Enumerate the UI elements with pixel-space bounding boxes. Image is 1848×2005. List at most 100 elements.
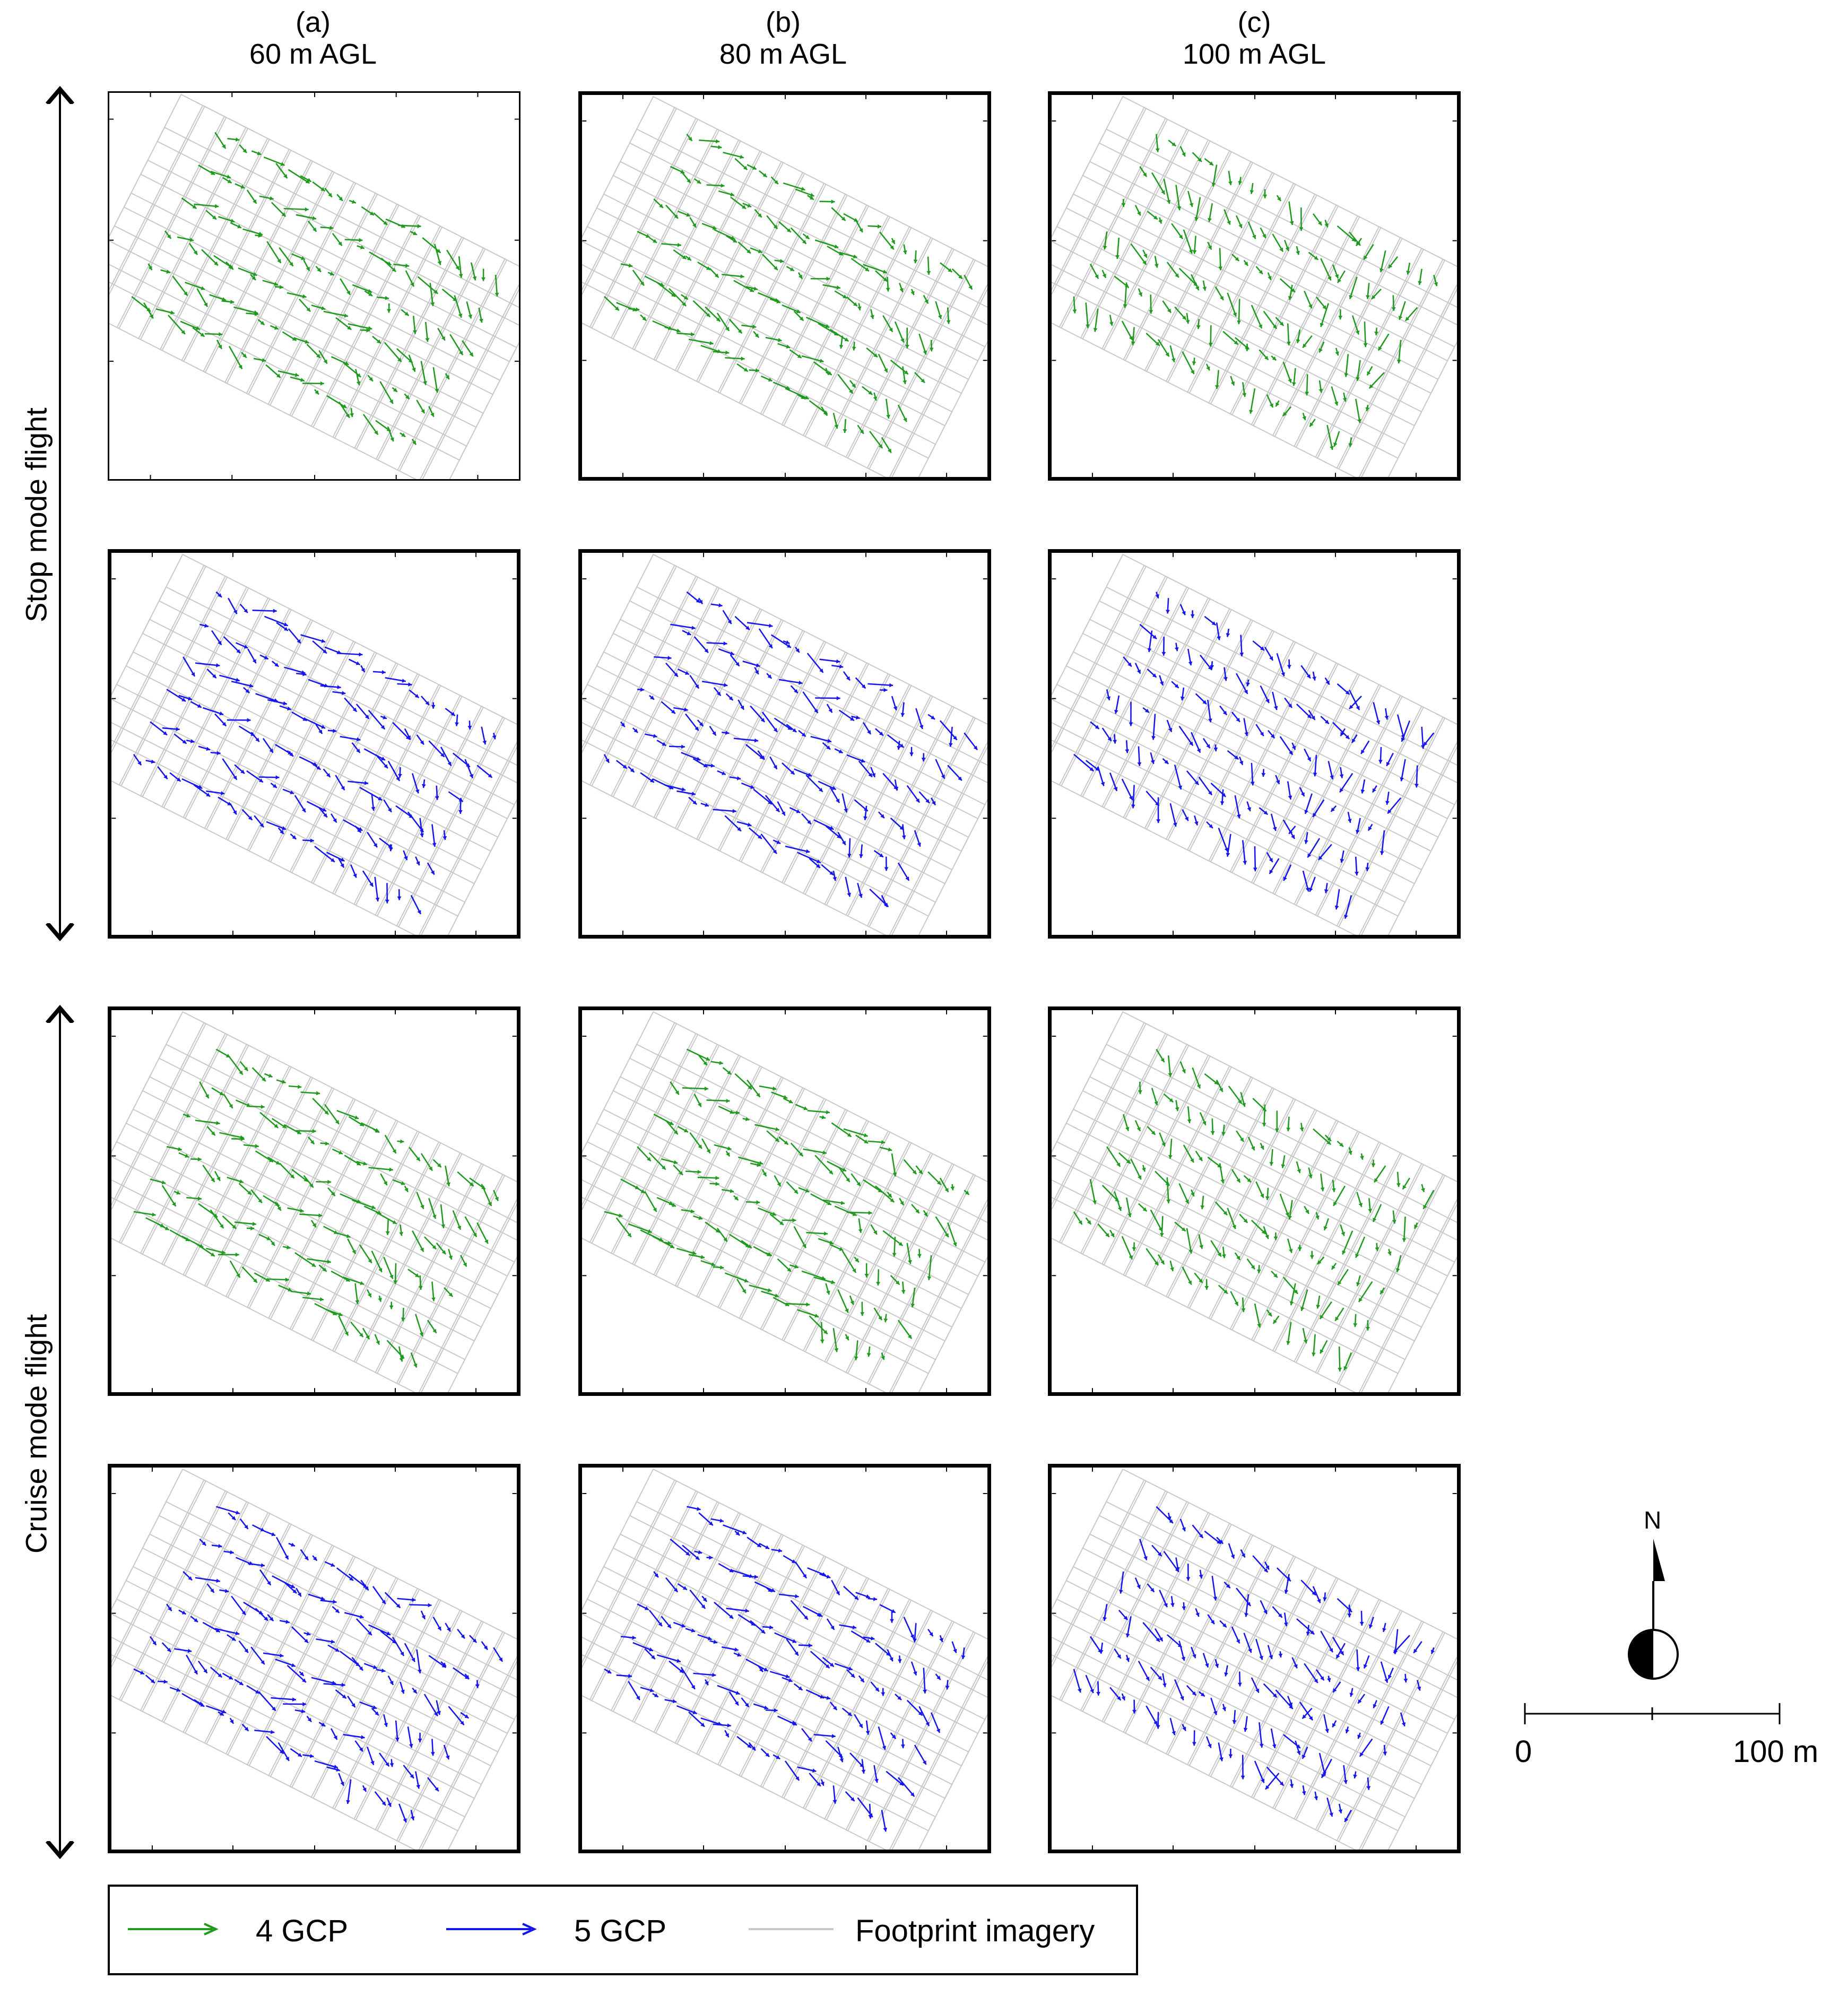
arrow-head (347, 325, 352, 330)
arrow-head (886, 414, 891, 419)
quiver-plot (1052, 1468, 1457, 1850)
displacement-arrow (1101, 1185, 1120, 1203)
arrow-head (261, 1105, 265, 1109)
arrow-head (381, 1600, 386, 1604)
arrow-head (829, 1662, 834, 1667)
arrow-head (211, 171, 215, 175)
arrow-head (1338, 279, 1342, 283)
arrow-head (1358, 1203, 1363, 1207)
arrow-head (754, 738, 759, 743)
arrow-head (323, 813, 327, 818)
legend-4gcp-label: 4 GCP (256, 1914, 349, 1948)
arrow-head (696, 598, 700, 603)
arrow-head (1323, 1226, 1328, 1230)
displacement-arrow (379, 381, 394, 404)
arrow-head (1307, 714, 1312, 718)
arrow-head (441, 336, 445, 341)
arrow-head (792, 1218, 796, 1222)
arrow-head (361, 1735, 365, 1740)
arrow-head (472, 1638, 477, 1643)
arrow-head (758, 213, 762, 218)
column-letter: (a) (296, 6, 331, 38)
arrow-head (783, 1095, 788, 1099)
arrow-head (1222, 710, 1227, 715)
arrow-head (829, 871, 834, 875)
arrow-head (893, 706, 898, 710)
displacement-arrow (1175, 185, 1181, 211)
arrow-head (472, 276, 477, 281)
displacement-arrow (294, 1252, 316, 1268)
arrow-head (193, 250, 198, 255)
arrow-head (809, 196, 814, 200)
arrow-head (1288, 296, 1292, 300)
arrow-head (1340, 732, 1344, 736)
arrow-head (938, 315, 942, 319)
arrow-head (667, 1241, 672, 1245)
displacement-arrow (1279, 1193, 1289, 1217)
arrow-head (825, 1664, 830, 1669)
arrow-head (730, 651, 734, 656)
arrow-head (1335, 351, 1339, 356)
arrow-head (775, 808, 780, 812)
arrow-head (380, 725, 385, 730)
arrow-head (1320, 1187, 1325, 1192)
arrow-head (212, 674, 216, 679)
panel-stop-4gcp-80m (578, 91, 991, 481)
arrow-head (801, 395, 805, 399)
arrow-head (1314, 1679, 1318, 1683)
displacement-arrow (412, 1230, 424, 1252)
arrow-head (1273, 1236, 1278, 1240)
arrow-head (1210, 1131, 1215, 1135)
arrow-head (1269, 656, 1273, 661)
arrow-head (752, 324, 757, 329)
arrow-head (318, 1213, 323, 1218)
arrow-head (150, 1679, 155, 1683)
arrow-head (285, 1757, 289, 1761)
arrow-head (303, 1177, 308, 1182)
displacement-arrow (1178, 725, 1194, 747)
arrow-head (1324, 223, 1329, 228)
arrow-head (1127, 662, 1132, 667)
arrow-head (251, 276, 256, 280)
arrow-head (359, 1615, 364, 1619)
arrow-head (262, 358, 266, 362)
arrow-head (1292, 382, 1296, 386)
arrow-head (915, 798, 920, 803)
arrow-head (446, 1182, 451, 1186)
arrow-head (298, 1084, 302, 1089)
arrow-head (838, 749, 843, 753)
arrow-head (854, 1595, 858, 1600)
arrow-head (1260, 646, 1264, 650)
arrow-head (206, 747, 211, 751)
arrow-head (738, 329, 742, 334)
quiver-plot (111, 1468, 517, 1850)
arrow-head (1291, 288, 1296, 292)
arrow-head (756, 1200, 760, 1204)
arrow-head (419, 1332, 424, 1336)
arrow-head (873, 1596, 878, 1601)
arrow-head (764, 1667, 768, 1671)
arrow-head (467, 725, 472, 730)
displacement-arrow (834, 1205, 857, 1217)
arrow-head (768, 623, 773, 628)
arrow-head (1347, 1613, 1352, 1618)
arrow-head (405, 263, 410, 268)
displacement-arrow (210, 1209, 224, 1229)
arrow-head (774, 266, 778, 270)
arrow-head (412, 330, 417, 334)
displacement-arrow (805, 775, 823, 793)
arrow-head (881, 1692, 886, 1696)
arrow-head (796, 309, 801, 314)
arrow-head (714, 273, 719, 278)
arrow-head (194, 1670, 197, 1674)
arrow-head (367, 1293, 371, 1298)
displacement-arrow (1089, 1179, 1096, 1205)
arrow-head (1239, 1138, 1244, 1142)
arrow-head (684, 671, 689, 675)
arrow-head (248, 815, 253, 820)
arrow-head (253, 1278, 257, 1283)
arrow-head (397, 896, 402, 900)
arrow-head (1312, 1591, 1316, 1595)
arrow-head (789, 267, 794, 271)
arrow-head (1180, 696, 1185, 701)
